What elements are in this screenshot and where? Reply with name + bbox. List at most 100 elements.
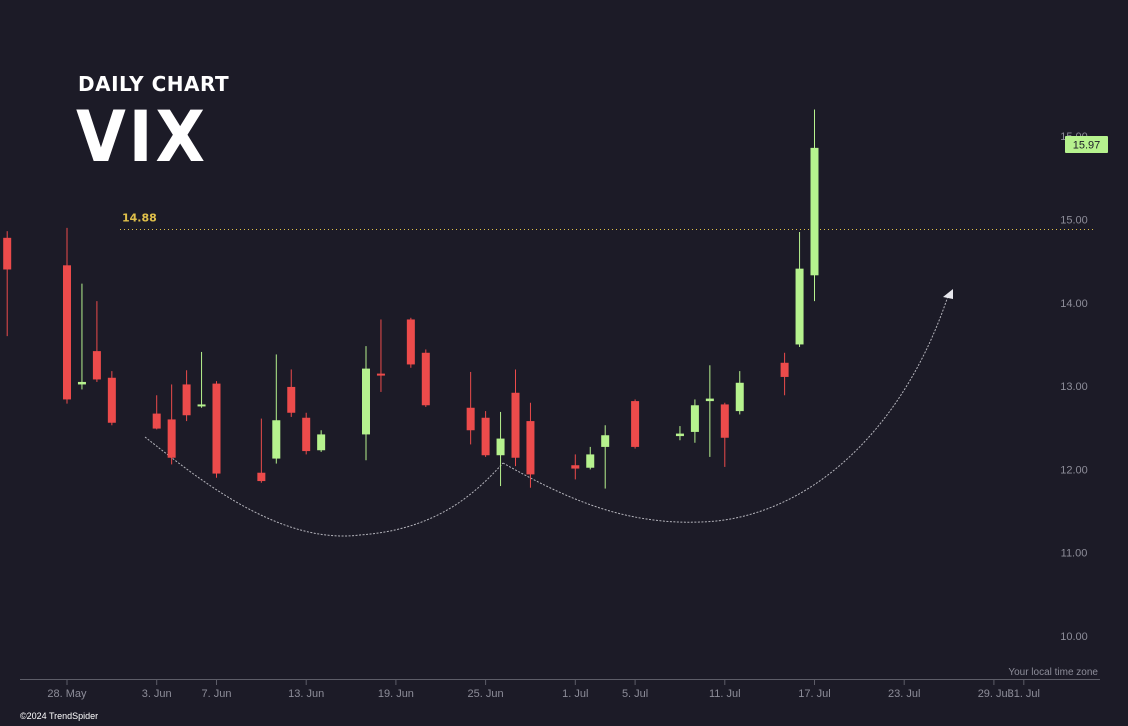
candle [107,371,116,426]
candle-body [421,352,430,406]
candle [526,402,535,488]
candle-body [107,377,116,423]
resistance-level: 14.88 [120,211,1096,230]
candle-body [212,383,221,474]
y-tick-label: 15.00 [1060,215,1088,227]
candle-body [795,268,804,345]
x-tick-label: 28. May [47,688,87,700]
candle [3,231,12,337]
candle-body [526,421,535,475]
x-tick-label: 7. Jun [202,688,232,700]
candle-body [77,381,86,385]
candle [272,354,281,464]
resistance-label: 14.88 [122,211,157,224]
candle [795,231,804,347]
candle-body [92,351,101,380]
x-tick-label: 31. Jul [1008,688,1040,700]
arrow-head-icon [943,289,953,299]
candle [182,370,191,422]
x-tick-label: 1. Jul [562,688,588,700]
candle [302,412,311,455]
candle [496,411,505,487]
candle [406,317,415,368]
last-price-badge [1065,136,1108,153]
x-tick-label: 25. Jun [468,688,504,700]
candle [601,425,610,489]
x-tick-label: 19. Jun [378,688,414,700]
last-price-label: 15.97 [1073,140,1101,152]
candle-body [780,362,789,377]
candle-body [287,386,296,413]
candle [167,384,176,465]
y-tick-label: 12.00 [1060,464,1088,476]
candle-body [586,454,595,468]
candle-body [601,435,610,447]
candle [287,369,296,417]
y-tick-label: 14.00 [1060,298,1088,310]
candle-body [481,417,490,456]
candle [77,283,86,390]
candle [152,395,161,430]
candles [3,109,819,489]
candle [481,411,490,457]
time-axis: 28. May 3. Jun 7. Jun 13. Jun 19. Jun 25. Jun… [20,679,1100,700]
candle [705,365,714,457]
x-tick-label: 5. Jul [622,688,648,700]
x-tick-label: 11. Jul [709,688,741,700]
candle [675,426,684,441]
cup-and-handle-pattern [144,289,953,537]
y-tick-label: 11.00 [1061,548,1088,560]
candle-body [317,434,326,451]
candle-body [63,265,71,400]
candle-body [376,373,385,376]
candle [376,319,385,392]
candle-body [302,417,311,452]
candle [586,446,595,470]
chart-title: VIX [76,96,208,178]
candle-body [631,401,640,447]
candle-body [167,419,176,458]
candle [257,418,266,483]
candle-body [810,147,819,276]
candle-body [152,413,161,429]
candle [466,371,475,445]
handle-curve [502,295,949,523]
candle-body [675,433,684,437]
candle [212,381,221,478]
candle [631,399,640,449]
candle-body [496,438,505,456]
candle-body [3,237,12,270]
candle [197,351,206,408]
candle [735,371,744,415]
chart-subtitle: DAILY CHART [78,72,230,96]
last-price: 15.97 [1065,136,1108,153]
candle-body [720,404,729,438]
y-tick-label: 13.00 [1060,381,1088,393]
candle-body [257,472,266,482]
cup-curve [144,436,504,537]
y-tick-label: 10.00 [1060,631,1088,643]
candle [571,454,580,480]
candle-body [362,368,370,435]
candle-body [705,398,714,402]
candle-body [735,382,744,412]
candle [780,352,789,396]
candle-body [406,319,415,365]
candle [720,402,729,467]
candle-body [466,407,475,431]
candle [92,301,101,382]
candle [690,399,699,443]
x-tick-label: 17. Jul [798,688,830,700]
candle [63,227,71,404]
candle-body [511,392,520,458]
timezone-note[interactable]: Your local time zone [1008,667,1098,678]
copyright-notice: ©2024 TrendSpider [20,711,99,721]
candle-body [182,384,191,416]
candle [317,430,326,452]
candle [810,109,819,302]
candle-body [272,420,281,459]
candle [511,369,520,467]
